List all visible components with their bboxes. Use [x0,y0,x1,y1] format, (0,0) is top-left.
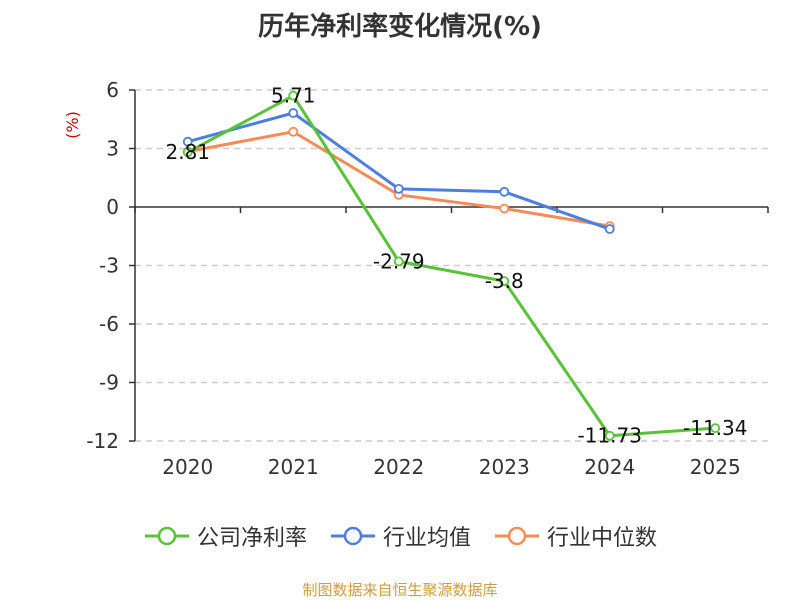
data-label: -11.34 [683,416,747,440]
data-label: 5.71 [271,84,316,108]
series-2 [182,126,615,232]
data-label: -11.73 [578,424,642,448]
source-note: 制图数据来自恒生聚源数据库 [302,581,498,599]
series-line [187,94,716,438]
y-tick-label: 3 [106,137,119,161]
y-tick-label: -6 [99,312,119,336]
series-0 [182,90,721,441]
legend-item[interactable]: 公司净利率 [143,520,307,552]
x-tick-label: 2025 [690,455,741,479]
data-point [604,224,615,234]
data-point [710,423,721,434]
data-point [182,147,193,158]
data-label: -2.79 [373,249,425,273]
legend-swatch-icon [495,526,539,546]
x-tick-label: 2023 [479,455,530,479]
data-point [288,108,299,118]
axes: 6 3 0 -3 -6 -9 -12 2020 2021 2022 2023 2024 2025 [86,78,769,479]
series-lines [182,90,721,441]
legend-item[interactable]: 行业中位数 [493,520,657,552]
series-line [187,111,611,231]
legend-swatch-icon [330,526,375,546]
x-tick-label: 2022 [373,455,424,479]
data-point [288,90,299,101]
legend-swatch-icon [144,526,189,546]
legend-label: 行业中位数 [547,526,658,551]
data-point [182,136,193,147]
data-label: -3.8 [485,269,524,293]
x-tick-label: 2021 [268,455,319,479]
y-tick-label: -3 [99,254,119,278]
y-tick-label: 6 [106,78,119,102]
y-tick-label: 0 [106,195,119,219]
data-labels: 2.81 5.71 -2.79 -3.8 -11.73 -11.34 [165,84,747,448]
data-point [288,126,299,137]
series-1 [182,108,615,234]
y-axis-title: (%) [63,111,82,139]
data-point [499,276,510,287]
legend-label: 公司净利率 [196,526,307,551]
legend-label: 行业均值 [382,526,471,551]
y-tick-label: -12 [86,429,119,453]
data-point [604,430,615,441]
data-point [499,203,510,214]
y-tick-label: -9 [99,371,119,395]
legend: 公司净利率 行业均值 行业中位数 [0,520,800,552]
data-point [393,256,404,267]
data-label: 2.81 [165,140,210,164]
x-tick-label: 2020 [162,455,213,479]
data-point [499,186,510,197]
x-tick-label: 2024 [584,455,635,479]
data-point [393,183,404,194]
legend-item[interactable]: 行业均值 [329,520,471,552]
chart-title: 历年净利率变化情况(%) [258,12,542,42]
series-line [187,130,610,228]
